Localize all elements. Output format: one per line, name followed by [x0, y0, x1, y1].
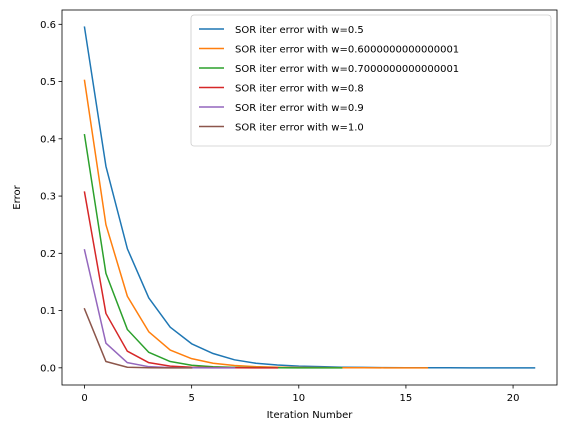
series-line-2 [83, 79, 429, 369]
legend-label-3: SOR iter error with w=0.7000000000000001 [235, 64, 459, 75]
series-line-6 [83, 307, 193, 369]
x-tick-label: 10 [292, 393, 305, 404]
legend-frame [190, 14, 552, 147]
y-tick-label: 0.2 [40, 249, 56, 260]
y-tick-label: 0.0 [40, 363, 56, 374]
axes-frame [61, 9, 558, 386]
series-line-1 [83, 26, 536, 369]
x-tick-label: 0 [81, 393, 87, 404]
x-tick-label: 15 [400, 393, 413, 404]
y-tick-label: 0.4 [40, 134, 56, 145]
legend-label-5: SOR iter error with w=0.9 [235, 103, 364, 114]
legend-label-2: SOR iter error with w=0.6000000000000001 [235, 45, 459, 56]
series-layer [83, 26, 536, 369]
series-line-4 [83, 191, 279, 369]
x-tick-label: 20 [507, 393, 520, 404]
y-axis-ticks: 0.0 0.1 0.2 0.3 0.4 0.5 0.6 [40, 20, 62, 374]
legend: SOR iter error with w=0.5 SOR iter error … [190, 14, 552, 147]
y-tick-label: 0.5 [40, 77, 56, 88]
x-tick-label: 5 [188, 393, 194, 404]
x-axis-ticks: 0 5 10 15 20 [81, 385, 519, 404]
legend-label-1: SOR iter error with w=0.5 [235, 25, 364, 36]
y-axis-label: Error [12, 184, 23, 209]
series-line-3 [83, 133, 343, 369]
legend-entries: SOR iter error with w=0.5 SOR iter error … [199, 25, 459, 134]
y-tick-label: 0.1 [40, 306, 56, 317]
legend-label-6: SOR iter error with w=1.0 [235, 123, 364, 134]
x-axis-label: Iteration Number [267, 410, 354, 421]
legend-label-4: SOR iter error with w=0.8 [235, 84, 364, 95]
y-tick-label: 0.6 [40, 20, 56, 31]
y-tick-label: 0.3 [40, 192, 56, 203]
